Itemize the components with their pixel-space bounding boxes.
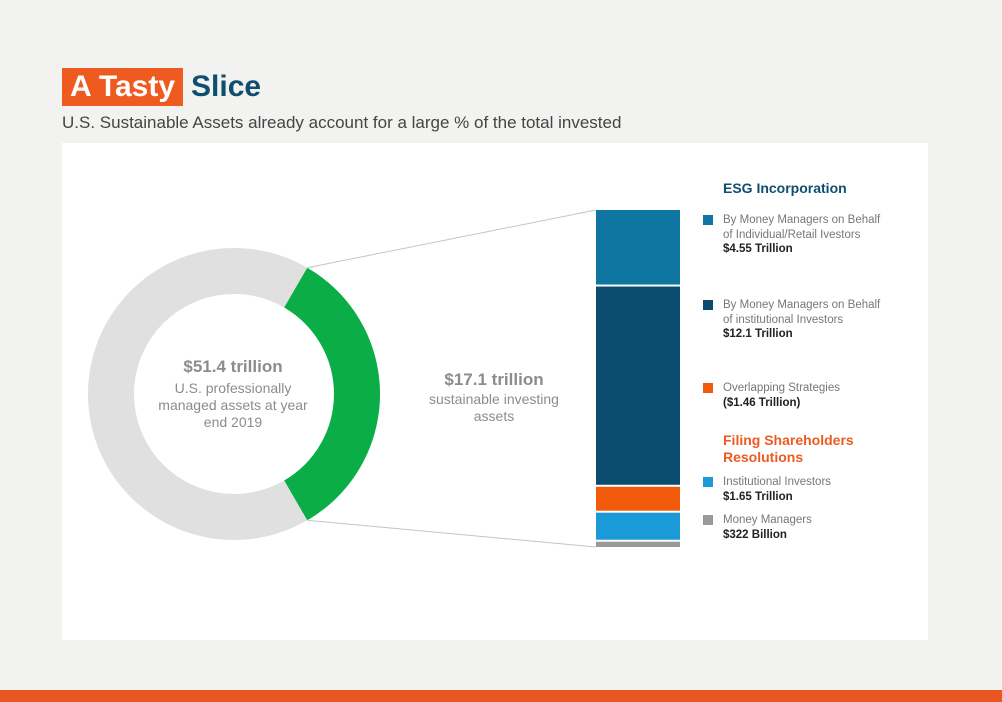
chart-title: A Tasty Slice [62, 68, 261, 106]
legend-group1-title: ESG Incorporation [723, 180, 847, 196]
breakout-label: $17.1 trillion sustainable investing ass… [424, 370, 564, 425]
legend-item-value: ($1.46 Trillion) [723, 396, 801, 409]
donut-total-value: $51.4 trillion [183, 357, 283, 376]
legend-item-value: $4.55 Trillion [723, 243, 793, 255]
legend-item-label: By Money Managers on Behalf of instituti… [723, 299, 881, 326]
legend-swatch [703, 300, 713, 310]
legend-item-value: $1.65 Trillion [723, 490, 793, 503]
title-rest: Slice [191, 70, 262, 103]
legend-item-value: $322 Billion [723, 528, 787, 541]
chart-card: $51.4 trillion U.S. professionally manag… [62, 143, 928, 640]
donut-total-label: U.S. professionally managed assets at ye… [158, 380, 308, 430]
bottom-accent-bar [0, 690, 1002, 702]
donut-center-label: $51.4 trillion U.S. professionally manag… [158, 357, 308, 431]
connector-line-bottom [307, 519, 597, 548]
legend-item: By Money Managers on Behalf of instituti… [703, 298, 893, 342]
connector-line-top [307, 209, 597, 269]
legend-item-value: $12.1 Trillion [723, 328, 793, 340]
legend-swatch [703, 383, 713, 393]
legend-item-label: Overlapping Strategies [723, 382, 840, 394]
breakout-text: sustainable investing assets [429, 391, 559, 424]
bar-segment [596, 210, 680, 285]
legend-item-label: Institutional Investors [723, 476, 832, 488]
legend-swatch [703, 215, 713, 225]
legend-item: Money Managers $322 Billion [703, 513, 893, 542]
legend-item: Overlapping Strategies ($1.46 Trillion) [703, 381, 893, 410]
title-highlight: A Tasty [62, 68, 184, 106]
breakout-value: $17.1 trillion [444, 370, 544, 389]
legend-swatch [703, 515, 713, 525]
chart-svg [87, 209, 680, 548]
bar-segment [596, 286, 680, 485]
bar-segment [596, 541, 680, 547]
legend-swatch [703, 477, 713, 487]
donut-slice-rest [87, 248, 308, 540]
legend-item-label: Money Managers [723, 514, 812, 526]
bar-segment [596, 486, 680, 511]
legend-item: Institutional Investors $1.65 Trillion [703, 475, 893, 504]
donut-slice-sustainable [284, 267, 380, 521]
legend-item-label: By Money Managers on Behalf of Individua… [723, 214, 881, 241]
bar-segment [596, 512, 680, 540]
legend-item: By Money Managers on Behalf of Individua… [703, 213, 893, 257]
chart-subtitle: U.S. Sustainable Assets already account … [62, 113, 622, 132]
legend-group2-title: Filing Shareholders Resolutions [723, 432, 854, 465]
